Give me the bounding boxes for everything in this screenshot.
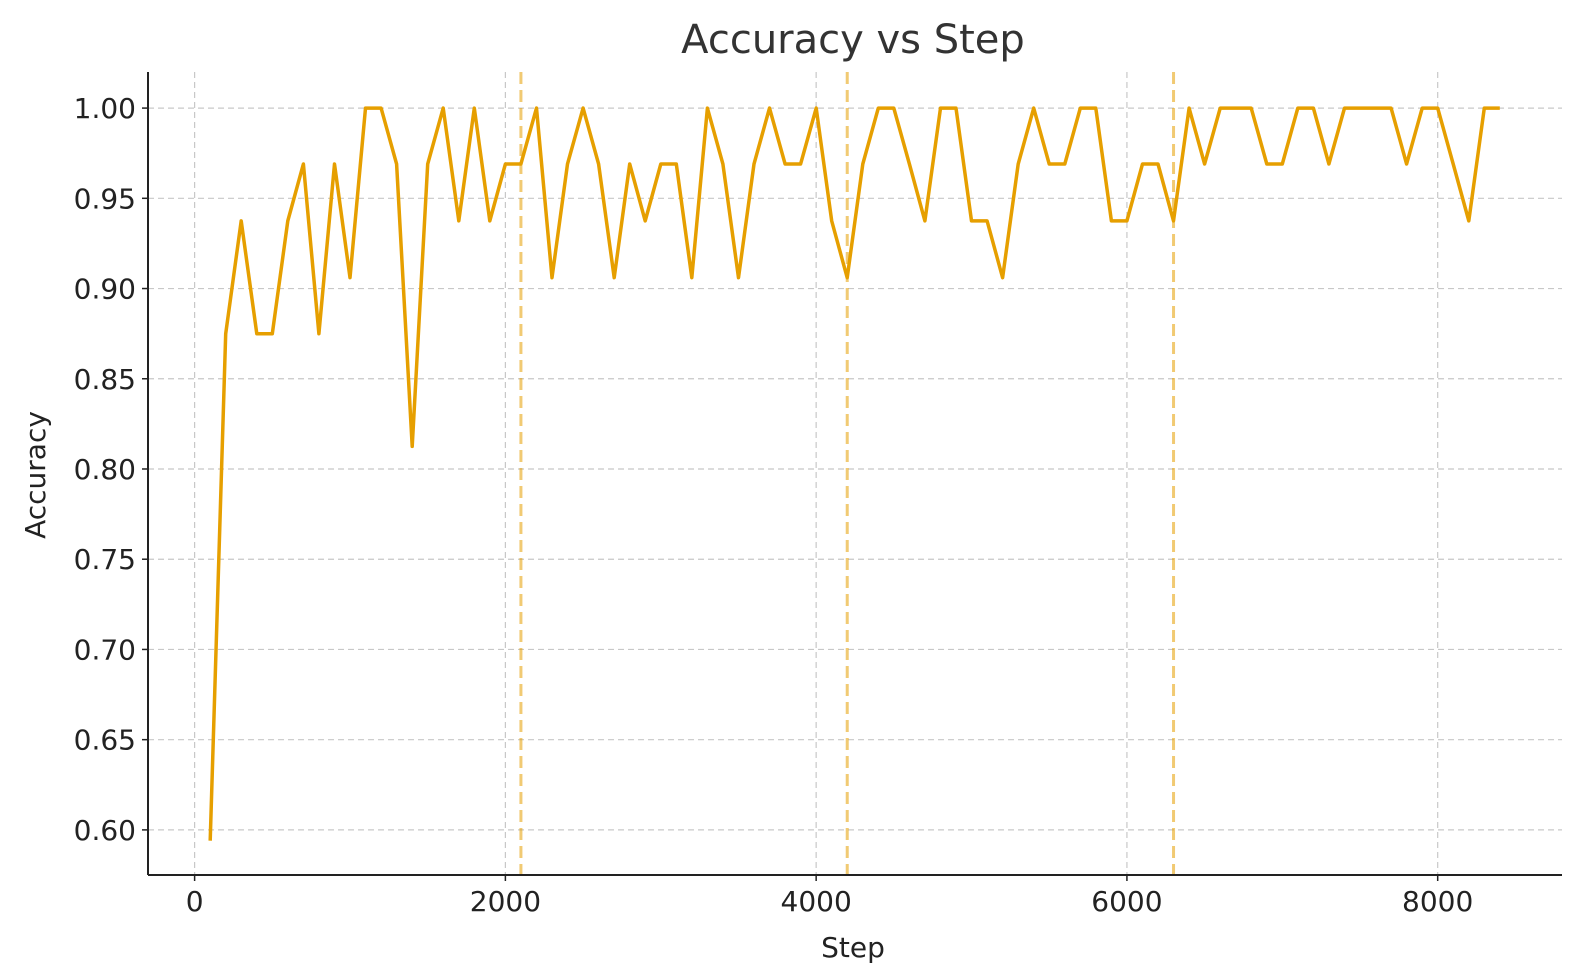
chart-title: Accuracy vs Step: [681, 17, 1025, 63]
x-tick-label: 4000: [781, 885, 852, 918]
x-tick-label: 2000: [470, 885, 541, 918]
y-axis-label: Accuracy: [19, 411, 52, 539]
x-tick-label: 0: [186, 885, 204, 918]
axes: [142, 72, 1562, 881]
series-layer: [208, 106, 1500, 841]
y-tick-label: 0.80: [74, 453, 136, 486]
y-tick-label: 0.95: [74, 182, 136, 215]
grid: [148, 72, 1562, 875]
reference-lines: [519, 72, 1176, 875]
y-tick-label: 0.70: [74, 633, 136, 666]
y-tick-label: 0.85: [74, 363, 136, 396]
series-line: [208, 106, 1500, 841]
y-tick-label: 0.65: [74, 724, 136, 757]
x-axis-label: Step: [821, 931, 885, 964]
y-tick-label: 0.60: [74, 814, 136, 847]
y-tick-label: 0.90: [74, 273, 136, 306]
x-tick-label: 8000: [1402, 885, 1473, 918]
tick-labels: 0.60 0.65 0.70 0.75 0.80 0.85 0.90 0.95 1.00 0 200…: [74, 92, 1474, 918]
y-tick-label: 1.00: [74, 92, 136, 125]
x-tick-label: 6000: [1091, 885, 1162, 918]
y-tick-label: 0.75: [74, 543, 136, 576]
